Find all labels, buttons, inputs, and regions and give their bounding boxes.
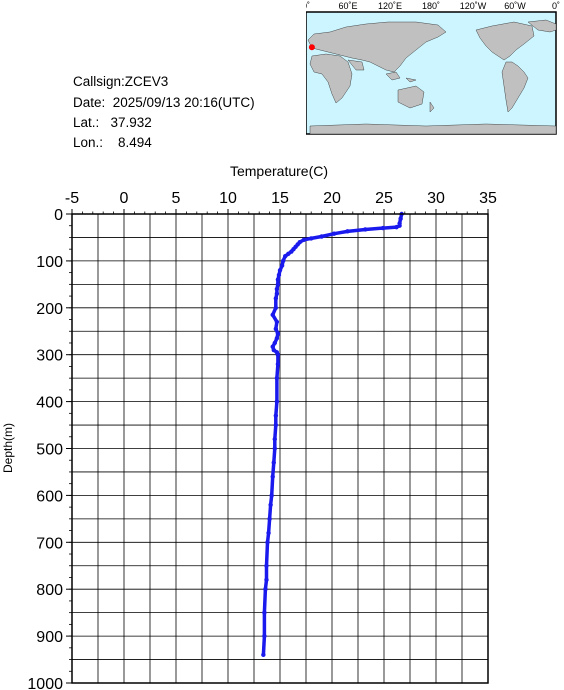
map-longitude-label: 0˚	[306, 1, 310, 11]
profile-point	[274, 291, 280, 296]
profile-point	[283, 254, 288, 259]
profile-point	[264, 563, 269, 568]
profile-point	[301, 237, 307, 242]
map-longitude-label: 120˚E	[378, 1, 402, 11]
profile-point	[272, 340, 277, 346]
profile-point	[275, 277, 281, 282]
profile-point	[262, 610, 267, 615]
profile-point	[289, 249, 294, 254]
location-marker	[308, 44, 315, 51]
profile-point	[279, 263, 285, 268]
profile-point	[269, 493, 274, 498]
profile-point	[309, 236, 314, 241]
y-tick-label: 0	[54, 207, 63, 224]
y-tick-label: 300	[36, 348, 63, 365]
profile-point	[274, 319, 280, 325]
y-tick-label: 500	[36, 442, 63, 459]
profile-point	[265, 540, 270, 545]
profile-point	[275, 361, 281, 367]
y-tick-label: 200	[36, 301, 63, 318]
y-tick-label: 1000	[27, 676, 63, 690]
x-tick-label: 20	[323, 190, 341, 207]
profile-point	[331, 231, 337, 236]
x-axis-title: Temperature(C)	[230, 163, 328, 179]
map-longitude-label: 60˚W	[504, 1, 526, 11]
map-longitude-label: 120˚W	[460, 1, 487, 11]
profile-point	[394, 224, 399, 230]
profile-point	[275, 331, 281, 336]
y-tick-label: 800	[36, 582, 63, 599]
series-layer	[261, 211, 404, 658]
profile-point	[274, 399, 280, 404]
profile-point	[273, 422, 279, 428]
profile-point	[277, 268, 283, 273]
profile-point	[271, 347, 276, 353]
profile-point	[275, 282, 281, 287]
profile-point	[275, 352, 281, 357]
profile-point	[271, 460, 276, 465]
callsign-text: Callsign:ZCEV3	[73, 74, 169, 89]
profile-point	[272, 446, 277, 451]
map-longitude-label: 180˚	[422, 1, 440, 11]
profile-point	[262, 633, 267, 639]
y-tick-label: 100	[36, 254, 63, 271]
profile-point	[263, 587, 268, 592]
profile-point	[267, 516, 272, 522]
profile-point	[345, 229, 350, 234]
map-land	[307, 19, 557, 135]
tick-layer: -5 0 5 10 15 20 25 30 35010020030040050060070080…	[27, 190, 497, 690]
profile-point	[270, 474, 275, 479]
longitude-text: Lon.: 8.494	[73, 135, 152, 150]
latitude-text: Lat.: 37.932	[73, 115, 152, 130]
date-text: Date: 2025/09/13 20:16(UTC)	[73, 95, 255, 110]
x-tick-label: 0	[120, 190, 129, 207]
x-tick-label: 15	[271, 190, 289, 207]
x-tick-label: 5	[172, 190, 181, 207]
profile-point	[268, 502, 273, 507]
profile-point	[286, 251, 291, 257]
profile-point	[261, 652, 266, 658]
profile-point	[280, 258, 286, 264]
y-tick-label: 900	[36, 629, 63, 646]
profile-point	[266, 530, 271, 536]
y-tick-label: 700	[36, 535, 63, 552]
profile-point	[398, 216, 403, 221]
profile-point	[363, 227, 368, 232]
x-tick-label: -5	[65, 190, 79, 207]
profile-point	[270, 312, 275, 318]
profile-point	[273, 305, 279, 310]
profile-point	[274, 286, 280, 292]
profile-point	[273, 413, 279, 418]
y-tick-label: 400	[36, 395, 63, 412]
profile-point	[272, 436, 277, 442]
profile-point	[264, 577, 269, 583]
profile-point	[276, 272, 282, 278]
profile-point	[274, 336, 280, 341]
plot-frame	[71, 213, 489, 684]
y-axis-title: Depth(m)	[1, 423, 15, 473]
x-tick-label: 35	[479, 190, 497, 207]
profile-point	[273, 326, 279, 332]
map-longitude-label: 0˚	[552, 1, 560, 11]
map-longitude-label: 60˚E	[338, 1, 357, 11]
profile-point	[319, 234, 324, 239]
x-tick-label: 30	[427, 190, 445, 207]
profile-point	[380, 225, 386, 231]
profile-point	[273, 296, 279, 301]
map-top-labels: 0˚ 60˚E 120˚E 180˚ 120˚W 60˚W 0˚	[302, 1, 560, 11]
y-tick-label: 600	[36, 488, 63, 505]
temperature-profile-line	[261, 213, 404, 655]
x-tick-label: 25	[375, 190, 393, 207]
profile-point	[274, 375, 280, 381]
x-tick-label: 10	[219, 190, 237, 207]
